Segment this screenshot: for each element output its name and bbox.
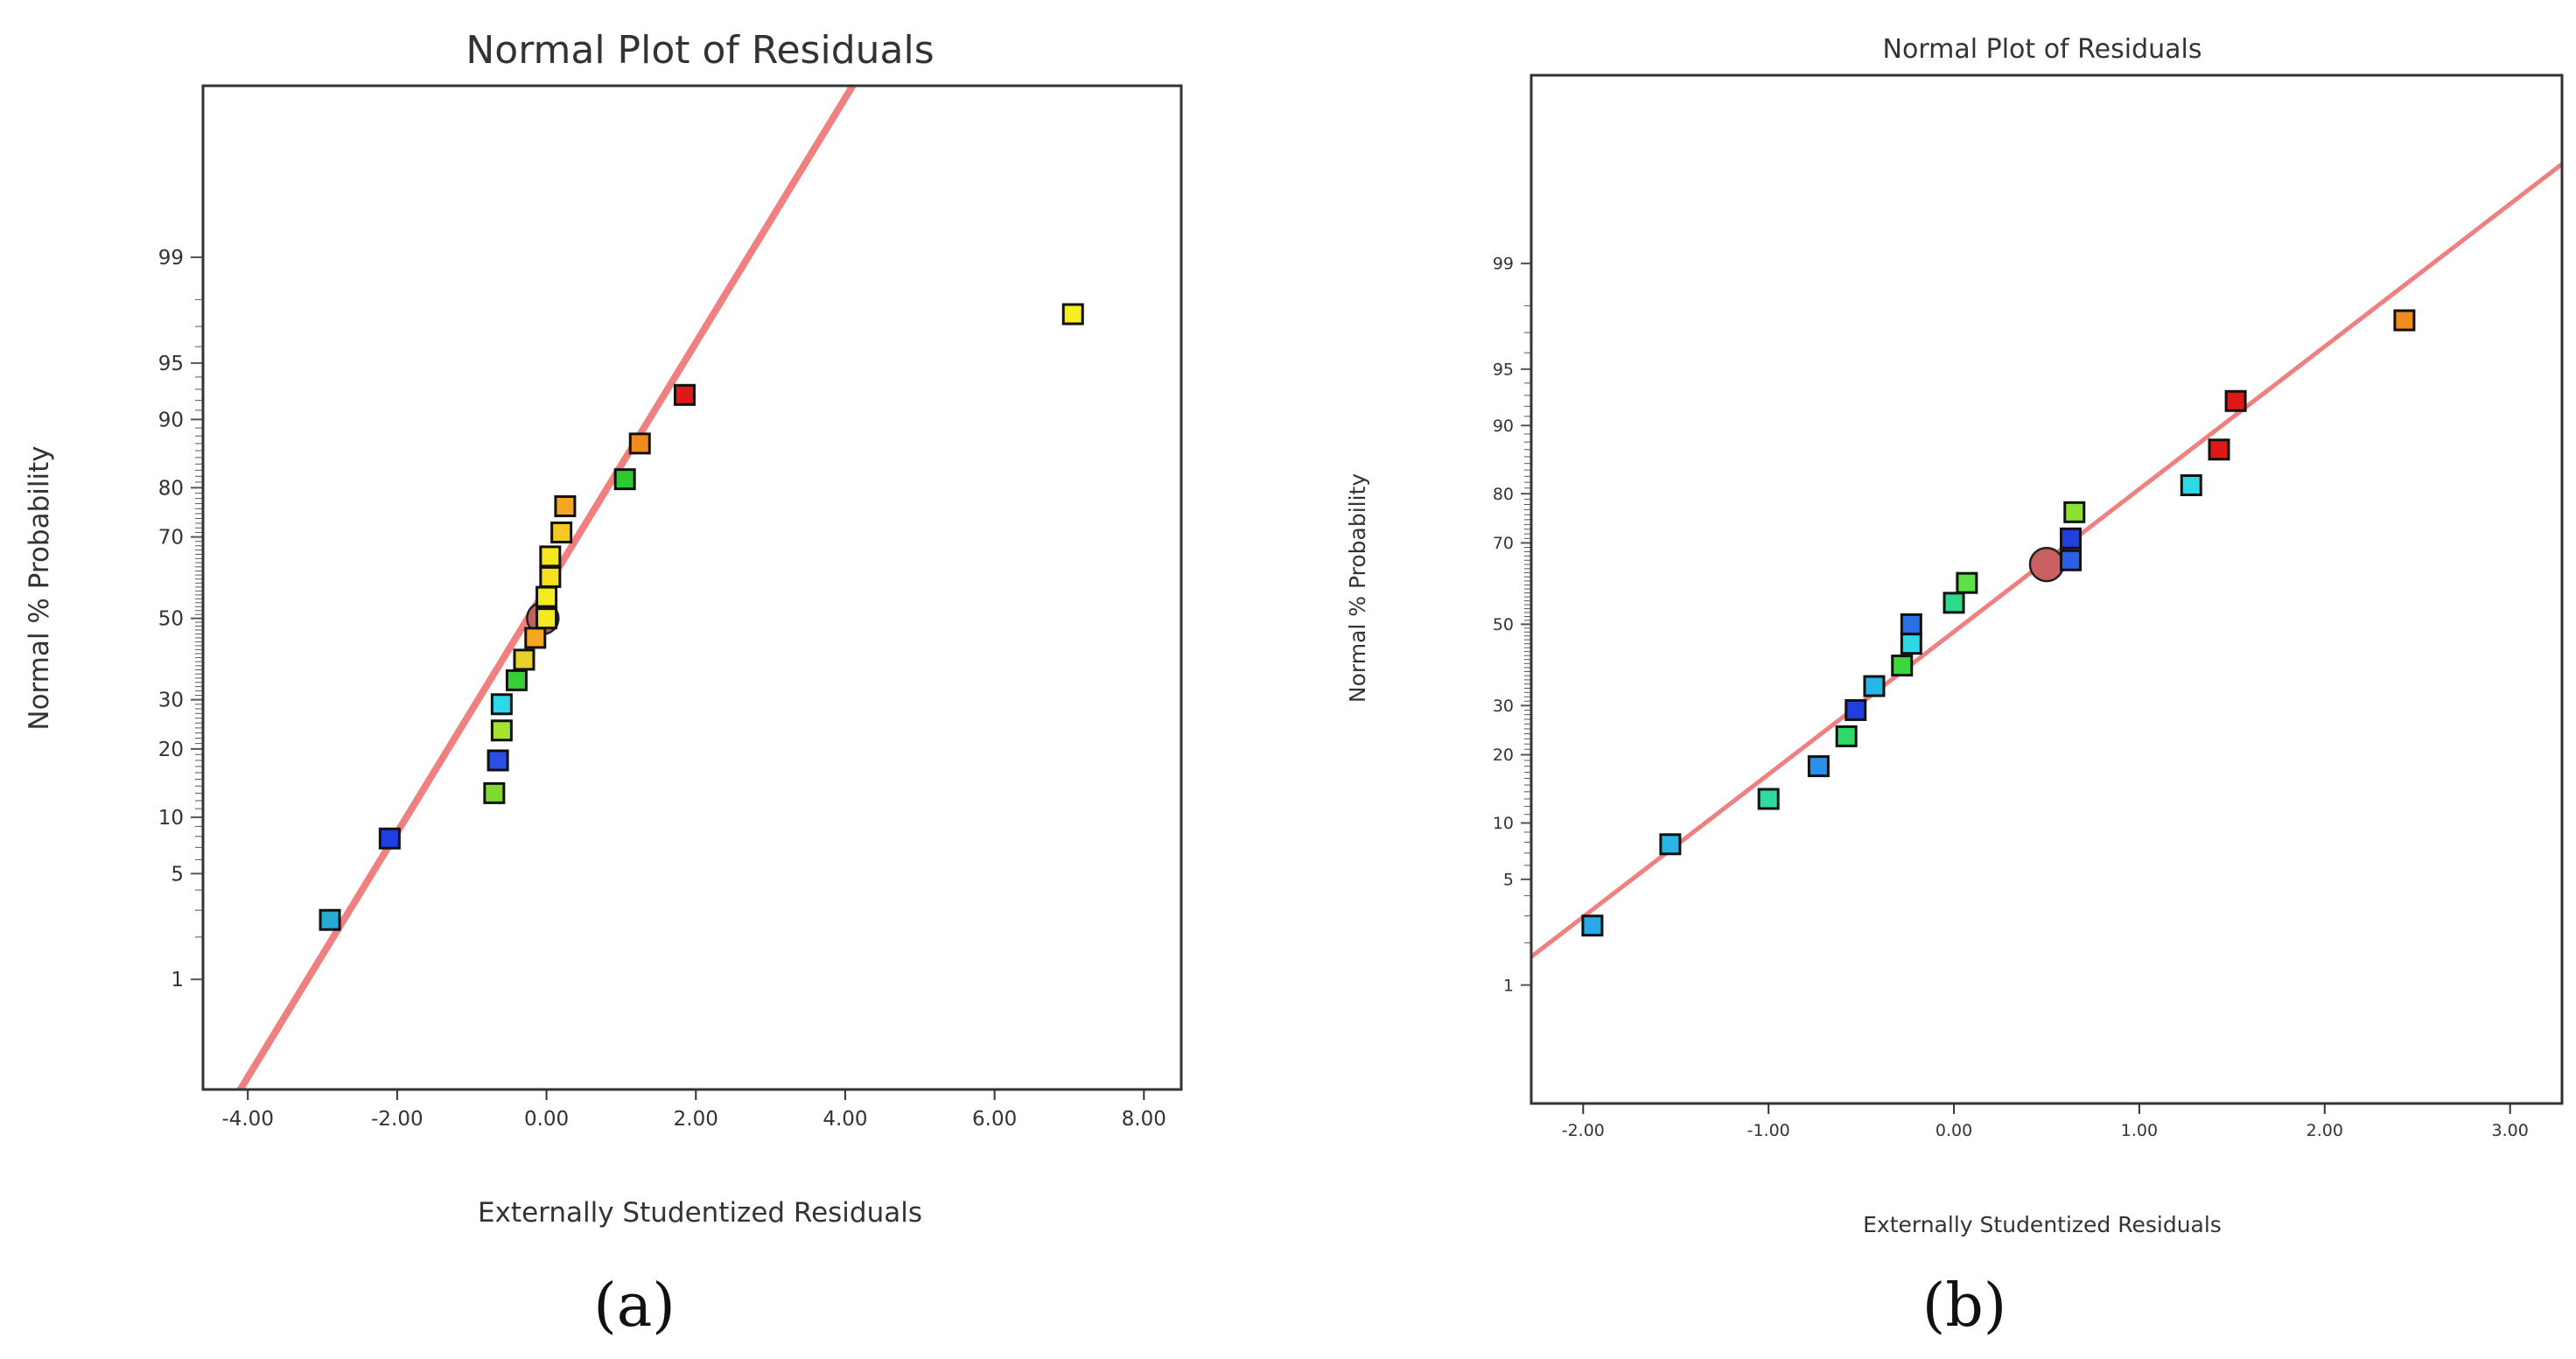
panel-b-y-tick-label: 80: [1493, 485, 1514, 504]
panel-a-data-point: [539, 565, 562, 588]
panel-a-probability-gridlines: [191, 256, 203, 981]
panel-b-data-point: [1659, 833, 1682, 856]
panel-a-data-point: [673, 383, 696, 406]
panel-b-y-tick-label: 30: [1493, 697, 1514, 716]
panel-b-label: (b): [1922, 1271, 2007, 1341]
panel-a-y-tick-label: 30: [158, 690, 184, 712]
panel-b-title: Normal Plot of Residuals: [1883, 34, 2202, 65]
panel-a-x-tick-label: -2.00: [371, 1108, 424, 1131]
panel-a-y-tick-label: 10: [158, 807, 184, 830]
panel-b-y-tick-label: 90: [1493, 417, 1514, 436]
panel-b-data-point: [2060, 527, 2082, 550]
panel-a-points: [318, 303, 1084, 931]
panel-b-x-tick-label: -1.00: [1747, 1121, 1790, 1140]
panel-a-y-tick-label: 90: [158, 409, 184, 431]
panel-b-probability-gridlines: [1521, 263, 1531, 986]
panel-a-x-tick-label: 2.00: [674, 1108, 718, 1131]
panel-a-data-point: [490, 693, 513, 716]
panel-b-y-tick-label: 50: [1493, 615, 1514, 634]
panel-a-title: Normal Plot of Residuals: [466, 28, 934, 73]
panel-b-y-tick-label: 95: [1493, 361, 1514, 380]
panel-a-y-tick-label: 5: [171, 863, 184, 886]
panel-a-data-point: [486, 749, 509, 772]
panel-b-data-point: [1581, 914, 1604, 937]
panel-b-data-point: [2060, 549, 2082, 571]
panel-a-y-tick-label: 50: [158, 608, 184, 631]
panel-b-data-point: [1891, 655, 1914, 677]
panel-a-data-point: [539, 545, 562, 568]
panel-a-x-tick-label: 0.00: [524, 1108, 569, 1131]
panel-a-data-point: [536, 607, 558, 630]
panel-b-data-point: [1863, 675, 1886, 697]
panel-b-data-point: [2180, 473, 2202, 496]
panel-a-data-point: [550, 521, 573, 543]
panel-a-x-tick-label: 4.00: [822, 1108, 867, 1131]
panel-a-x-axis-ticks: -4.00 -2.00 0.00 2.00 4.00 6.00 8.00: [221, 1089, 1166, 1131]
panel-a-data-point: [524, 627, 547, 649]
panel-b-y-axis-ticks: 1 5 10 20 30 50 70 80 90 95 99: [1493, 255, 1514, 996]
panel-b-data-point: [1956, 571, 1978, 594]
panel-b: Normal Plot of Residuals 1 5 10 20 30 50 70 80 9…: [1345, 34, 2564, 1341]
panel-b-y-axis-label: Normal % Probability: [1345, 473, 1370, 703]
panel-b-data-point: [2393, 309, 2416, 332]
panel-a-data-point: [628, 432, 651, 455]
panel-a-y-axis-ticks: 1 5 10 20 30 50 70 80 90 95 99: [158, 247, 184, 991]
panel-a-y-tick-label: 70: [158, 527, 184, 550]
panel-b-data-point: [2224, 389, 2247, 412]
panel-b-data-point: [2063, 501, 2086, 523]
panel-b-y-tick-label: 70: [1493, 534, 1514, 553]
panel-b-x-tick-label: 2.00: [2306, 1121, 2343, 1140]
panel-b-y-tick-label: 5: [1503, 871, 1514, 890]
panel-a-y-tick-label: 1: [171, 969, 184, 991]
panel-a-data-point: [536, 585, 558, 608]
panel-b-data-point: [1900, 613, 1922, 635]
panel-a-x-tick-label: 8.00: [1122, 1108, 1166, 1131]
panel-b-data-point: [2208, 438, 2230, 461]
panel-a-data-point: [490, 719, 513, 742]
panel-a-data-point: [378, 827, 401, 850]
panel-b-data-point: [1807, 755, 1830, 778]
panel-b-plot-frame: [1530, 74, 2564, 1105]
panel-a-data-point: [613, 468, 636, 491]
panel-a-data-point: [318, 908, 341, 931]
panel-b-x-axis-ticks: -2.00 -1.00 0.00 1.00 2.00 3.00: [1562, 1103, 2529, 1140]
panel-a-y-axis-label: Normal % Probability: [24, 445, 55, 730]
panel-b-data-point: [1844, 698, 1867, 721]
panel-a-plot-frame: [201, 84, 1183, 1091]
panel-b-data-point: [1757, 788, 1780, 810]
panel-b-highlight-point: [2028, 546, 2065, 583]
panel-b-y-tick-label: 10: [1493, 814, 1514, 833]
panel-a-y-tick-label: 95: [158, 353, 184, 375]
panel-a-data-point: [505, 669, 528, 691]
panel-b-x-tick-label: -2.00: [1562, 1121, 1605, 1140]
panel-a-x-tick-label: -4.00: [221, 1108, 274, 1131]
panel-b-y-tick-label: 99: [1493, 255, 1514, 274]
panel-a-data-point: [554, 494, 577, 517]
panel-b-x-tick-label: 0.00: [1936, 1121, 1972, 1140]
panel-b-y-tick-label: 20: [1493, 746, 1514, 765]
panel-a-y-tick-label: 99: [158, 247, 184, 270]
panel-a: Normal Plot of Residuals 1 5 10 20 30 50 70 80 9…: [24, 28, 1183, 1341]
panel-b-points: [1581, 309, 2416, 937]
panel-a-x-tick-label: 6.00: [972, 1108, 1017, 1131]
panel-a-y-tick-label: 80: [158, 477, 184, 500]
panel-a-x-axis-label: Externally Studentized Residuals: [478, 1197, 922, 1229]
panel-b-x-tick-label: 3.00: [2492, 1121, 2529, 1140]
panel-b-x-tick-label: 1.00: [2121, 1121, 2158, 1140]
panel-a-label: (a): [593, 1271, 676, 1341]
panel-b-y-tick-label: 1: [1503, 976, 1514, 995]
panel-a-data-point: [513, 648, 536, 671]
panel-b-data-point: [1900, 633, 1922, 655]
panel-b-x-axis-label: Externally Studentized Residuals: [1863, 1212, 2222, 1237]
panel-b-data-point: [1835, 725, 1858, 747]
panel-b-data-point: [1942, 592, 1965, 614]
panel-a-data-point: [483, 781, 506, 804]
panel-a-y-tick-label: 20: [158, 739, 184, 761]
panel-a-data-point: [1061, 303, 1084, 326]
